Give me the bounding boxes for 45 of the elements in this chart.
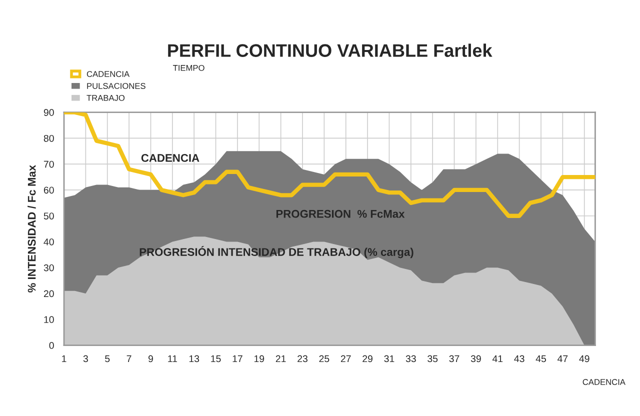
y-tick-label: 0 <box>49 342 54 349</box>
annotation: PROGRESIÓN INTENSIDAD DE TRABAJO (% carga) <box>140 246 414 258</box>
x-tick-label: 11 <box>168 355 177 362</box>
legend-label: CADENCIA <box>86 71 130 77</box>
y-tick-label: 60 <box>44 186 54 194</box>
x-tick-label: 19 <box>254 355 264 362</box>
x-tick-label: 31 <box>384 355 394 362</box>
x-tick-label: 35 <box>428 355 438 362</box>
x-tick-label: 7 <box>126 355 132 362</box>
y-tick-label: 70 <box>44 160 54 168</box>
y-tick-label: 30 <box>44 264 54 272</box>
x-tick-label: 21 <box>276 355 286 362</box>
text: CADENCIA <box>582 379 626 385</box>
annotation: PROGRESION % FcMax <box>276 210 405 218</box>
x-tick-label: 33 <box>406 355 416 362</box>
x-tick-label: 9 <box>148 355 153 362</box>
x-tick-label: 43 <box>514 355 524 362</box>
x-tick-label: 27 <box>340 355 351 362</box>
x-tick-label: 13 <box>189 355 200 362</box>
y-tick-label: 90 <box>44 109 54 116</box>
x-tick-label: 47 <box>557 355 568 362</box>
y-tick-label: 40 <box>44 238 54 246</box>
x-tick-label: 25 <box>319 355 330 362</box>
chart-title: PERFIL CONTINUO VARIABLE Fartlek <box>168 44 492 57</box>
y-tick-label: 20 <box>44 290 54 298</box>
x-tick-label: 15 <box>211 355 221 362</box>
legend-label: TRABAJO <box>86 94 125 101</box>
x-tick-label: 23 <box>298 355 308 362</box>
x-tick-label: 37 <box>449 355 460 362</box>
x-tick-label: 5 <box>105 355 110 362</box>
y-tick-label: 80 <box>44 134 54 142</box>
y-axis-title: % INTENSIDAD / Fc Max <box>28 164 36 292</box>
text: TIEMPO <box>172 64 204 71</box>
legend-label: PULSACIONES <box>87 83 146 89</box>
y-tick-label: 50 <box>44 212 54 220</box>
x-tick-label: 29 <box>362 355 372 362</box>
x-tick-label: 41 <box>492 355 503 362</box>
x-tick-label: 1 <box>62 355 66 362</box>
x-tick-label: 45 <box>536 355 546 362</box>
x-tick-label: 49 <box>579 355 590 362</box>
x-tick-label: 17 <box>232 355 242 362</box>
x-tick-label: 39 <box>470 355 481 362</box>
annotation: CADENCIA <box>141 154 200 162</box>
y-tick-label: 10 <box>44 316 54 324</box>
x-tick-label: 3 <box>83 355 88 362</box>
